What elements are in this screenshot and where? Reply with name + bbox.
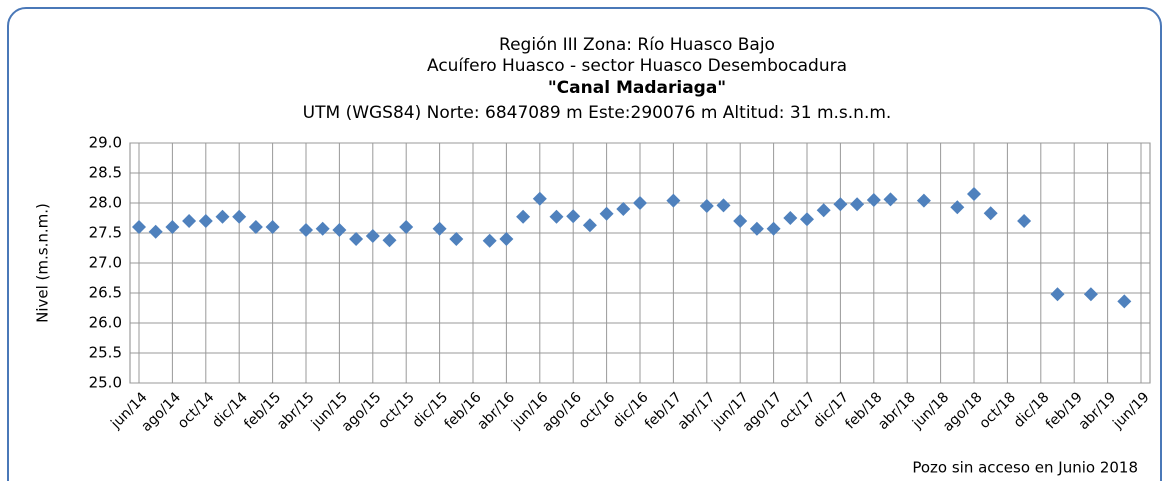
point [766, 221, 781, 236]
point [432, 221, 447, 236]
point [516, 209, 531, 224]
point [182, 214, 197, 228]
point [833, 197, 848, 212]
point [716, 198, 731, 213]
x-tick-label: oct/17 [776, 389, 819, 432]
point [599, 206, 614, 221]
point [616, 202, 631, 216]
point [532, 191, 547, 206]
point [132, 220, 146, 234]
point [365, 229, 380, 243]
y-tick-label: 26.5 [89, 284, 122, 302]
point [499, 232, 514, 246]
x-tick-label: abr/19 [1076, 389, 1120, 433]
point [666, 193, 681, 208]
point [315, 221, 330, 236]
point [950, 200, 965, 215]
x-tick-label: oct/18 [976, 389, 1019, 432]
point [1083, 287, 1098, 302]
point [198, 214, 213, 228]
chart-frame [7, 7, 1162, 481]
title-line: "Canal Madariaga" [548, 78, 726, 98]
point [1017, 214, 1032, 228]
x-tick-label: abr/18 [875, 389, 919, 433]
point [1050, 287, 1065, 302]
point [382, 233, 397, 248]
x-tick-label: abr/15 [274, 389, 318, 433]
point [733, 214, 748, 228]
point [582, 218, 597, 233]
title-line: UTM (WGS84) Norte: 6847089 m Este:290076… [303, 103, 892, 123]
point [482, 233, 497, 248]
x-tick-label: abr/17 [675, 389, 719, 433]
point [866, 193, 881, 207]
point [566, 209, 581, 224]
point [148, 224, 163, 239]
y-tick-label: 26.0 [89, 314, 122, 332]
point [633, 196, 647, 210]
x-tick-label: oct/14 [175, 389, 218, 432]
point [916, 193, 931, 208]
point [349, 232, 364, 246]
y-tick-label: 29.0 [89, 134, 122, 152]
point [749, 221, 764, 236]
y-tick-label: 27.0 [89, 254, 122, 272]
point [1117, 294, 1132, 309]
point [265, 220, 280, 234]
point [248, 220, 263, 234]
point [299, 223, 313, 237]
point [800, 212, 814, 227]
point [699, 199, 714, 213]
y-tick-label: 28.5 [89, 164, 122, 182]
point [232, 209, 247, 224]
point [967, 187, 981, 201]
point [332, 223, 347, 237]
point [816, 203, 831, 218]
point [783, 211, 798, 225]
y-tick-label: 25.0 [89, 374, 122, 392]
point [399, 220, 414, 234]
y-axis-label: Nivel (m.s.n.m.) [34, 203, 52, 323]
point [883, 192, 898, 207]
point [850, 197, 865, 212]
x-tick-label: oct/15 [375, 389, 418, 432]
point [165, 220, 180, 234]
point [449, 232, 464, 246]
y-tick-label: 27.5 [89, 224, 122, 242]
y-tick-label: 25.5 [89, 344, 122, 362]
x-tick-label: oct/16 [576, 389, 619, 432]
point [549, 209, 564, 224]
title-line: Acuífero Huasco - sector Huasco Desemboc… [427, 56, 847, 76]
point [983, 206, 998, 221]
point [215, 209, 230, 224]
annotation: Pozo sin acceso en Junio 2018 [912, 459, 1138, 477]
y-tick-label: 28.0 [89, 194, 122, 212]
x-tick-label: abr/16 [474, 389, 518, 433]
x-tick-label: jun/19 [1109, 389, 1152, 432]
title-line: Región III Zona: Río Huasco Bajo [499, 35, 775, 55]
